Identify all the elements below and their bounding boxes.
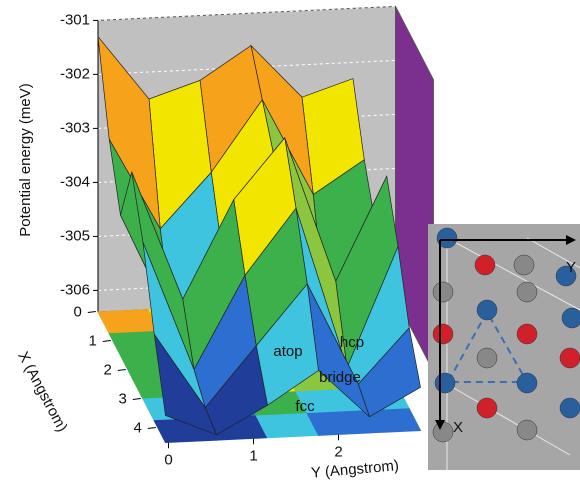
atom [560, 398, 580, 418]
z-tick-label: -301 [60, 11, 90, 28]
atom [562, 308, 580, 328]
annotation: bridge [319, 369, 361, 386]
atom [517, 420, 537, 440]
inset-y-label: Y [566, 259, 576, 276]
chart: -306-305-304-303-302-30101234012 atop hc… [0, 0, 580, 485]
z-tick-label: -306 [60, 281, 90, 298]
atom [514, 255, 534, 275]
z-tick-label: -305 [60, 227, 90, 244]
atom [517, 324, 537, 344]
x-tick [148, 427, 156, 428]
x-axis-title: X (Angstrom) [14, 349, 70, 435]
z-tick-label: -302 [60, 65, 90, 82]
atom [435, 373, 455, 393]
inset-x-label: X [453, 419, 463, 436]
atom [433, 422, 453, 442]
x-tick-label: 2 [103, 361, 111, 378]
x-tick-label: 3 [118, 390, 126, 407]
atom [475, 255, 495, 275]
z-tick-label: -304 [60, 173, 90, 190]
y-tick-label: 0 [164, 451, 172, 468]
y-tick-label: 1 [249, 447, 257, 464]
z-tick-label: -303 [60, 119, 90, 136]
x-tick-label: 0 [73, 303, 81, 320]
atom [477, 300, 497, 320]
annotation: atop [273, 343, 302, 360]
x-tick [88, 311, 96, 312]
x-tick-label: 4 [133, 419, 141, 436]
atom [477, 348, 497, 368]
x-tick [103, 340, 111, 341]
atom [433, 324, 453, 344]
atom [433, 282, 453, 302]
annotation: fcc [295, 398, 315, 415]
atom [560, 348, 580, 368]
x-tick-label: 1 [88, 332, 96, 349]
annotation: hcp [340, 334, 364, 351]
atom [477, 398, 497, 418]
inset: Y X [428, 224, 580, 470]
atom [517, 373, 537, 393]
y-tick-label: 2 [334, 443, 342, 460]
atom [517, 282, 537, 302]
x-tick [133, 398, 141, 399]
x-tick [118, 369, 126, 370]
z-axis-title: Potential energy (meV) [17, 83, 34, 236]
y-axis-title: Y (Angstrom) [310, 457, 399, 482]
